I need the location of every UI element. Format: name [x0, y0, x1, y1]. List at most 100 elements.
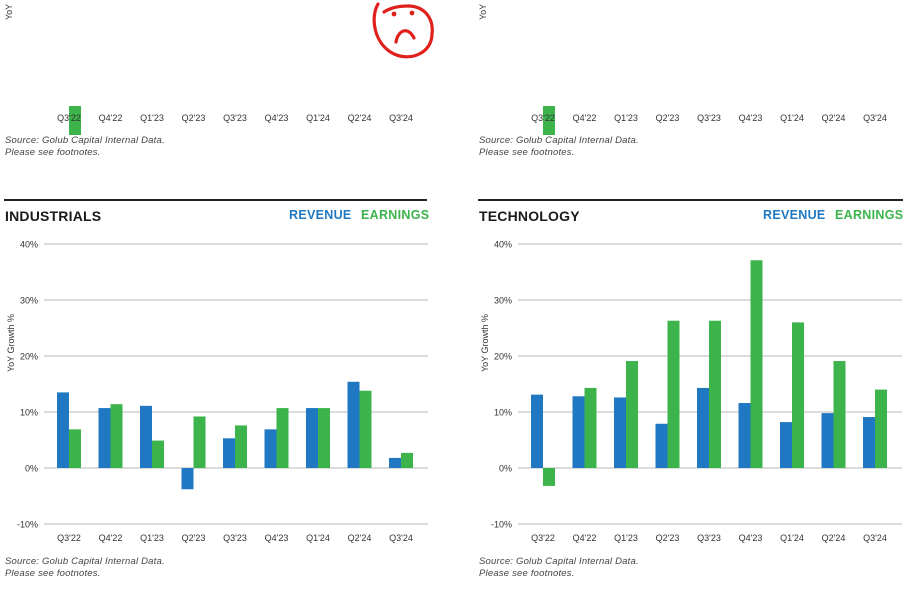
- earnings-bar-Q3'23: [709, 320, 721, 468]
- x-tick-label: Q4'22: [573, 113, 597, 123]
- y-tick-label: 0%: [499, 464, 512, 474]
- earnings-bar-Q3'22: [69, 429, 81, 468]
- top-left-ylabel-fragment: YoY: [4, 3, 14, 20]
- x-tick-label: Q3'22: [57, 113, 81, 123]
- industrials-title: INDUSTRIALS: [5, 208, 102, 224]
- revenue-bar-Q2'23: [655, 423, 668, 468]
- source-note-top-left: Source: Golub Capital Internal Data. Ple…: [5, 135, 165, 158]
- x-tick-label: Q4'23: [739, 113, 763, 123]
- x-tick-label: Q2'23: [656, 113, 680, 123]
- revenue-bar-Q3'22: [57, 392, 69, 468]
- revenue-bar-Q1'24: [306, 408, 318, 468]
- technology-top-rule: [478, 199, 903, 201]
- source-note-technology: Source: Golub Capital Internal Data. Ple…: [479, 556, 639, 579]
- x-tick-label: Q4'22: [99, 533, 123, 543]
- x-tick-label: Q1'24: [306, 533, 330, 543]
- y-tick-label: 10%: [494, 408, 512, 418]
- earnings-bar-Q1'23: [152, 440, 164, 468]
- x-tick-label: Q1'23: [614, 533, 638, 543]
- technology-title: TECHNOLOGY: [479, 208, 580, 224]
- x-tick-label: Q2'23: [182, 533, 206, 543]
- x-tick-label: Q3'23: [697, 113, 721, 123]
- x-tick-label: Q1'24: [780, 113, 804, 123]
- revenue-bar-Q4'23: [264, 429, 277, 468]
- earnings-bar-Q2'24: [359, 390, 372, 468]
- earnings-bar-Q3'22: [543, 106, 555, 135]
- revenue-bar-Q4'23: [738, 403, 751, 468]
- x-tick-label: Q3'22: [531, 533, 555, 543]
- x-tick-label: Q3'23: [223, 533, 247, 543]
- revenue-bar-Q4'22: [572, 396, 585, 468]
- revenue-bar-Q4'22: [98, 408, 111, 468]
- earnings-bar-Q1'23: [626, 361, 638, 468]
- earnings-bar-Q4'22: [110, 404, 123, 468]
- earnings-bar-Q2'23: [667, 320, 680, 468]
- industrials-legend-revenue: REVENUE: [289, 208, 352, 222]
- x-tick-label: Q3'22: [531, 113, 555, 123]
- revenue-bar-Q2'24: [347, 381, 360, 468]
- industrials-chart: 40% 30% 20% 10% 0% -10% Q3'22 Q4'22 Q1'23 Q2'23 Q3…: [17, 240, 428, 543]
- x-tick-label: Q3'23: [223, 113, 247, 123]
- industrials-legend-earnings: EARNINGS: [361, 208, 430, 222]
- earnings-bar-Q4'23: [276, 408, 289, 468]
- y-tick-label: 20%: [20, 352, 38, 362]
- y-tick-label: 30%: [20, 296, 38, 306]
- technology-chart: 40% 30% 20% 10% 0% -10% Q3'22 Q4'22 Q1'23 Q2'23 Q3…: [491, 240, 902, 543]
- x-tick-label: Q2'24: [822, 533, 846, 543]
- y-tick-label: 20%: [494, 352, 512, 362]
- y-tick-label: 10%: [20, 408, 38, 418]
- top-right-chart: -10%-20%Q3'22Q4'22Q1'23Q2'23Q3'23Q4'23Q1…: [531, 106, 887, 135]
- earnings-bar-Q2'23: [193, 416, 206, 468]
- earnings-bar-Q3'22: [69, 106, 81, 135]
- y-tick-label: -10%: [491, 520, 512, 530]
- x-tick-label: Q3'24: [389, 533, 413, 543]
- y-tick-label: 40%: [494, 240, 512, 250]
- y-tick-label: -10%: [17, 520, 38, 530]
- earnings-bar-Q3'22: [543, 468, 555, 486]
- earnings-bar-Q3'23: [235, 425, 247, 468]
- revenue-bar-Q2'23: [181, 468, 194, 490]
- y-tick-label: 30%: [494, 296, 512, 306]
- revenue-bar-Q3'24: [863, 417, 875, 468]
- x-tick-label: Q1'23: [614, 113, 638, 123]
- x-tick-label: Q2'23: [656, 533, 680, 543]
- y-tick-label: 40%: [20, 240, 38, 250]
- earnings-bar-Q3'24: [875, 389, 887, 468]
- source-note-top-right: Source: Golub Capital Internal Data. Ple…: [479, 135, 639, 158]
- x-tick-label: Q3'23: [697, 533, 721, 543]
- x-tick-label: Q2'24: [348, 533, 372, 543]
- x-tick-label: Q4'23: [739, 533, 763, 543]
- revenue-bar-Q1'23: [140, 405, 152, 468]
- earnings-bar-Q4'23: [750, 260, 763, 468]
- technology-legend-earnings: EARNINGS: [835, 208, 904, 222]
- x-tick-label: Q1'23: [140, 533, 164, 543]
- revenue-bar-Q1'24: [780, 422, 792, 468]
- x-tick-label: Q4'22: [573, 533, 597, 543]
- x-tick-label: Q1'24: [306, 113, 330, 123]
- x-tick-label: Q3'24: [863, 113, 887, 123]
- earnings-bar-Q1'24: [792, 322, 804, 468]
- earnings-bar-Q4'22: [584, 387, 597, 468]
- x-tick-label: Q2'24: [348, 113, 372, 123]
- revenue-bar-Q3'23: [223, 438, 235, 468]
- x-tick-label: Q4'22: [99, 113, 123, 123]
- source-note-industrials: Source: Golub Capital Internal Data. Ple…: [5, 556, 165, 579]
- earnings-bar-Q2'24: [833, 361, 846, 468]
- frown-face-annotation: [372, 2, 434, 59]
- earnings-bar-Q1'24: [318, 408, 330, 468]
- x-tick-label: Q3'22: [57, 533, 81, 543]
- top-left-chart: -10%-20%Q3'22Q4'22Q1'23Q2'23Q3'23Q4'23Q1…: [57, 106, 413, 135]
- x-tick-label: Q3'24: [863, 533, 887, 543]
- x-tick-label: Q3'24: [389, 113, 413, 123]
- revenue-bar-Q3'23: [697, 387, 709, 468]
- earnings-bar-Q3'24: [401, 452, 413, 468]
- x-tick-label: Q1'23: [140, 113, 164, 123]
- x-tick-label: Q4'23: [265, 533, 289, 543]
- y-tick-label: 0%: [25, 464, 38, 474]
- top-right-ylabel-fragment: YoY: [478, 3, 488, 20]
- revenue-bar-Q2'24: [821, 413, 834, 468]
- technology-legend-revenue: REVENUE: [763, 208, 826, 222]
- revenue-bar-Q1'23: [614, 397, 626, 468]
- x-tick-label: Q4'23: [265, 113, 289, 123]
- industrials-top-rule: [4, 199, 427, 201]
